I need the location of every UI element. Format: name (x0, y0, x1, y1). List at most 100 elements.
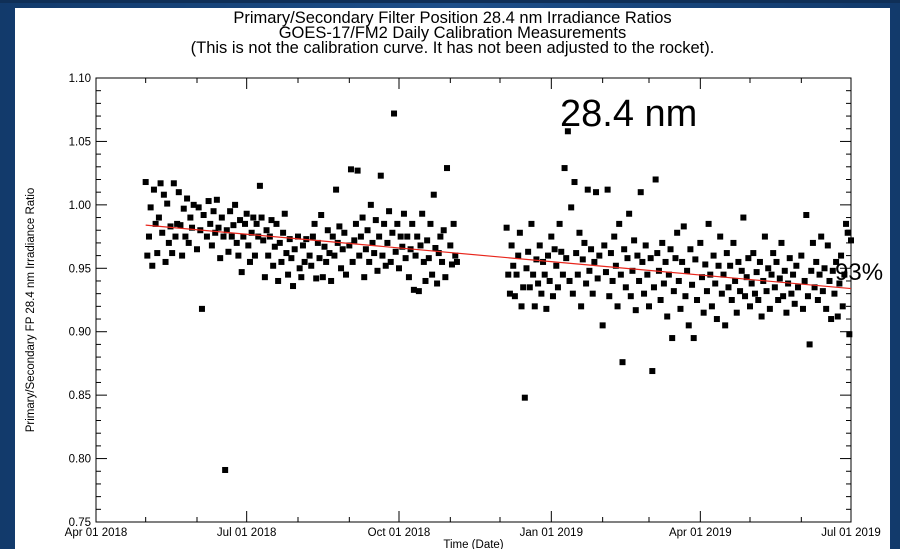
data-point (783, 309, 790, 316)
data-point (697, 239, 704, 246)
data-point (689, 281, 696, 288)
data-point (275, 277, 282, 284)
data-point (612, 262, 619, 269)
data-point (533, 256, 540, 263)
data-point (251, 252, 258, 259)
data-point (756, 258, 763, 265)
data-point (616, 220, 623, 227)
data-point (220, 233, 227, 240)
data-point (819, 288, 826, 295)
data-point (513, 271, 520, 278)
data-point (260, 237, 267, 244)
data-point (515, 252, 522, 259)
data-point (425, 255, 432, 262)
data-point (680, 223, 687, 230)
x-tick-label: Jul 01 2019 (821, 527, 880, 539)
data-point (829, 267, 836, 274)
data-point (684, 267, 691, 274)
data-point (405, 274, 412, 281)
data-point (776, 275, 783, 282)
data-point (427, 220, 434, 227)
data-point (240, 233, 247, 240)
data-point (359, 214, 366, 221)
data-point (256, 182, 263, 189)
data-point (149, 262, 156, 269)
data-point (233, 239, 240, 246)
data-point (276, 239, 283, 246)
data-point (228, 233, 235, 240)
data-point (397, 233, 404, 240)
data-point (505, 271, 512, 278)
data-point (439, 258, 446, 265)
data-point (536, 242, 543, 249)
data-point (733, 309, 740, 316)
chart-subtitle: GOES-17/FM2 Daily Calibration Measuremen… (278, 24, 627, 42)
data-point (748, 280, 755, 287)
data-point (718, 290, 725, 297)
data-point (765, 265, 772, 272)
data-point (314, 239, 321, 246)
data-point (415, 288, 422, 295)
data-point (621, 246, 628, 253)
data-point (145, 233, 152, 240)
data-point (147, 204, 154, 211)
data-point (232, 201, 239, 208)
data-point (165, 239, 172, 246)
data-point (617, 271, 624, 278)
data-point (583, 280, 590, 287)
data-point (311, 220, 318, 227)
data-point (848, 237, 854, 244)
data-point (150, 186, 157, 193)
data-point (321, 243, 328, 250)
data-point (662, 258, 669, 265)
data-point (669, 335, 676, 342)
y-tick-label: 0.85 (69, 390, 91, 402)
data-point (634, 252, 641, 259)
data-point (833, 258, 840, 265)
data-point (437, 233, 444, 240)
data-point (212, 229, 219, 236)
x-axis-title: Time (Date) (443, 539, 503, 549)
data-point (263, 227, 270, 234)
data-point (525, 248, 532, 255)
data-point (831, 290, 838, 297)
data-point (354, 167, 361, 174)
data-point (541, 271, 548, 278)
data-point (568, 204, 575, 211)
data-point (352, 220, 359, 227)
data-point (288, 255, 295, 262)
data-point (737, 288, 744, 295)
data-point (291, 246, 298, 253)
data-point (710, 252, 717, 259)
data-point (193, 246, 200, 253)
data-point (574, 271, 581, 278)
data-point (753, 269, 760, 276)
data-point (657, 297, 664, 303)
chart-note: (This is not the calibration curve. It h… (190, 39, 715, 57)
data-point (530, 271, 537, 278)
data-point (223, 227, 230, 234)
scatter-plot: 0.75 0.80 0.85 0.90 0.95 1.00 1.05 1.10 Apr 01 2… (25, 73, 881, 549)
data-point (409, 220, 416, 227)
data-point (677, 305, 684, 312)
data-point (786, 255, 793, 262)
data-point (341, 229, 348, 236)
data-point (280, 229, 287, 236)
data-point (528, 220, 535, 227)
data-point (631, 237, 638, 244)
data-point (742, 293, 749, 300)
data-point (394, 220, 401, 227)
data-point (705, 220, 712, 227)
data-point (654, 250, 661, 257)
y-axis-title: Primary/Secondary FP 28.4 nm Irradiance … (25, 188, 37, 433)
data-point (281, 210, 288, 217)
data-point (159, 229, 166, 236)
data-point (627, 293, 634, 300)
data-point (184, 195, 191, 202)
data-point (448, 261, 455, 268)
data-point (727, 262, 734, 269)
data-point (366, 258, 373, 265)
data-point (450, 220, 457, 227)
data-point (758, 313, 765, 320)
data-point (650, 284, 657, 291)
